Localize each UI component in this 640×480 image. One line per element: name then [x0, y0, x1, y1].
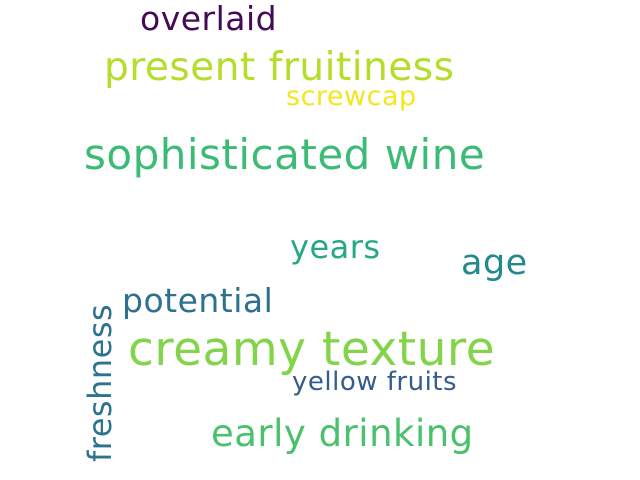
word-potential: potential [122, 281, 274, 320]
word-creamy-texture: creamy texture [128, 322, 496, 377]
word-age: age [461, 243, 528, 283]
word-screwcap: screwcap [286, 81, 417, 112]
word-years: years [290, 228, 381, 266]
word-freshness: freshness [81, 303, 119, 462]
word-early-drinking: early drinking [211, 412, 474, 455]
word-sophisticated-wine: sophisticated wine [84, 130, 486, 179]
word-yellow-fruits: yellow fruits [292, 367, 458, 397]
word-present-fruitiness: present fruitiness [104, 45, 455, 90]
word-overlaid: overlaid [140, 0, 278, 38]
